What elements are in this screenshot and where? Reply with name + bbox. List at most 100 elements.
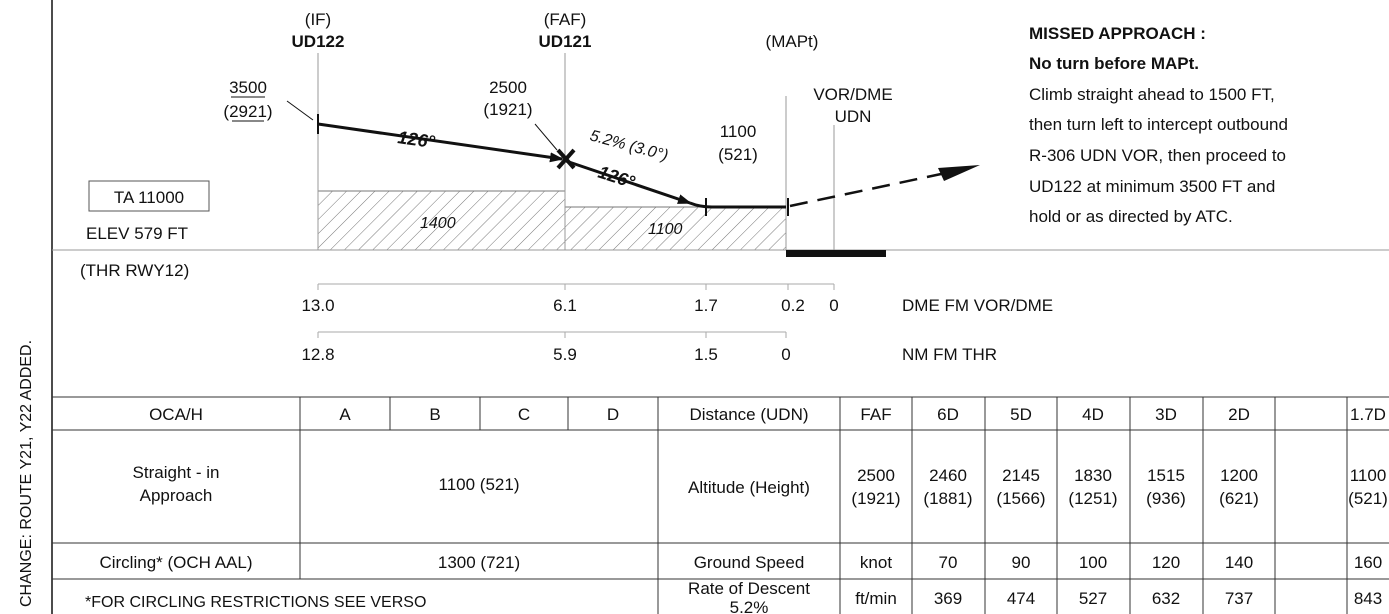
distance-cell: 5D — [1010, 405, 1032, 424]
ground-speed-cell: 100 — [1079, 553, 1107, 572]
rate-of-descent-cell: 369 — [934, 589, 962, 608]
if-altitude: 3500 — [229, 78, 267, 97]
distance-cell: 1.7D — [1350, 405, 1386, 424]
altitude-cell: 1100 — [1350, 466, 1387, 485]
altitude-cell: 1830 — [1074, 466, 1112, 485]
distance-cell: 2D — [1228, 405, 1250, 424]
mda-altitude: 1100 — [720, 122, 757, 141]
altitude-cell: 2500 — [857, 466, 895, 485]
rate-of-descent-label: Rate of Descent — [688, 579, 810, 598]
intermediate-segment — [317, 122, 564, 163]
altitude-label: Altitude (Height) — [688, 478, 810, 497]
distance-cell: 6D — [937, 405, 959, 424]
faf-name: UD121 — [539, 32, 592, 51]
elev-label: ELEV 579 FT — [86, 224, 188, 243]
missed-approach-title: MISSED APPROACH : — [1029, 24, 1206, 43]
final-segment — [565, 159, 692, 205]
thr-tick-label: 12.8 — [301, 345, 334, 364]
distance-cell: 3D — [1155, 405, 1177, 424]
rate-of-descent-cell: 632 — [1152, 589, 1180, 608]
faf-altitude: 2500 — [489, 78, 527, 97]
straight-in-label: Approach — [140, 486, 213, 505]
oca-header: OCA/H — [149, 405, 203, 424]
if-height: (2921) — [223, 102, 272, 121]
ground-speed-unit: knot — [860, 553, 892, 572]
missed-approach-line: then turn left to intercept outbound — [1029, 115, 1288, 134]
missed-approach-subtitle: No turn before MAPt. — [1029, 54, 1199, 73]
thr-scale-label: NM FM THR — [902, 345, 997, 364]
if-name: UD122 — [292, 32, 345, 51]
rate-of-descent-cell: 527 — [1079, 589, 1107, 608]
missed-approach-line: R-306 UDN VOR, then proceed to — [1029, 146, 1286, 165]
ground-speed-cell: 160 — [1354, 553, 1382, 572]
missed-approach-path — [789, 168, 961, 208]
rate-of-descent-cell: 474 — [1007, 589, 1035, 608]
height-cell: (1881) — [923, 489, 972, 508]
thr-tick-label: 0 — [781, 345, 790, 364]
oca-header-cat-c: C — [518, 405, 530, 424]
missed-approach-line: UD122 at minimum 3500 FT and — [1029, 177, 1275, 196]
dme-tick-label: 13.0 — [301, 296, 334, 315]
intermediate-track: 126° — [396, 127, 436, 152]
vor-name-line1: VOR/DME — [813, 85, 892, 104]
distance-cell: 4D — [1082, 405, 1104, 424]
ground-speed-cell: 70 — [939, 553, 958, 572]
min-segment-alt-1: 1400 — [420, 215, 456, 232]
distance-altitude-table: Distance (UDN) FAF 6D 5D 4D 3D 2D 1.7D A… — [658, 396, 1389, 614]
height-cell: (621) — [1219, 489, 1259, 508]
runway-bar — [786, 250, 886, 257]
dme-scale-label: DME FM VOR/DME — [902, 296, 1053, 315]
circling-value: 1300 (721) — [438, 553, 520, 572]
height-cell: (1921) — [851, 489, 900, 508]
min-segment-alt-2: 1100 — [648, 221, 683, 238]
altitude-cell: 1515 — [1147, 466, 1185, 485]
faf-role: (FAF) — [544, 10, 587, 29]
height-cell: (1566) — [996, 489, 1045, 508]
dme-tick-label: 0.2 — [781, 296, 805, 315]
vor-name-line2: UDN — [835, 107, 872, 126]
dme-tick-label: 0 — [829, 296, 838, 315]
ground-speed-cell: 140 — [1225, 553, 1253, 572]
circling-note: *FOR CIRCLING RESTRICTIONS SEE VERSO — [85, 594, 426, 611]
distance-cell: FAF — [860, 405, 891, 424]
rate-of-descent-unit: ft/min — [855, 589, 897, 608]
straight-in-label: Straight - in — [133, 463, 220, 482]
level-segment — [689, 201, 786, 209]
oca-header-cat-a: A — [339, 405, 351, 424]
thr-tick-label: 5.9 — [553, 345, 577, 364]
thr-tick-label: 1.5 — [694, 345, 718, 364]
missed-approach-arrowhead — [938, 165, 980, 181]
if-leader — [286, 100, 314, 121]
circling-label: Circling* (OCH AAL) — [99, 553, 252, 572]
oca-header-cat-d: D — [607, 405, 619, 424]
dme-tick-label: 1.7 — [694, 296, 718, 315]
ground-speed-cell: 120 — [1152, 553, 1180, 572]
rate-of-descent-cell: 737 — [1225, 589, 1253, 608]
rate-of-descent-label: 5.2% — [730, 598, 769, 614]
missed-approach-line: Climb straight ahead to 1500 FT, — [1029, 85, 1275, 104]
rate-of-descent-cell: 843 — [1354, 589, 1382, 608]
oca-header-cat-b: B — [429, 405, 440, 424]
descent-gradient: 5.2% (3.0°) — [588, 127, 670, 164]
faf-cross-marker — [556, 148, 576, 170]
altitude-cell: 2145 — [1002, 466, 1040, 485]
dme-tick-label: 6.1 — [553, 296, 577, 315]
side-note: CHANGE: ROUTE Y21, Y22 ADDED. — [18, 340, 35, 607]
mda-height: (521) — [718, 145, 758, 164]
altitude-cell: 2460 — [929, 466, 967, 485]
faf-leader — [534, 123, 558, 151]
ground-speed-label: Ground Speed — [694, 553, 805, 572]
height-cell: (936) — [1146, 489, 1186, 508]
final-track: 126° — [596, 162, 638, 193]
faf-height: (1921) — [483, 100, 532, 119]
if-role: (IF) — [305, 10, 331, 29]
straight-in-value: 1100 (521) — [439, 475, 520, 494]
thr-label: (THR RWY12) — [80, 261, 189, 280]
distance-label: Distance (UDN) — [689, 405, 808, 424]
ground-speed-cell: 90 — [1012, 553, 1031, 572]
height-cell: (1251) — [1068, 489, 1117, 508]
ta-label: TA 11000 — [114, 188, 184, 207]
height-cell: (521) — [1348, 489, 1388, 508]
min-altitude-box-2 — [564, 206, 787, 251]
